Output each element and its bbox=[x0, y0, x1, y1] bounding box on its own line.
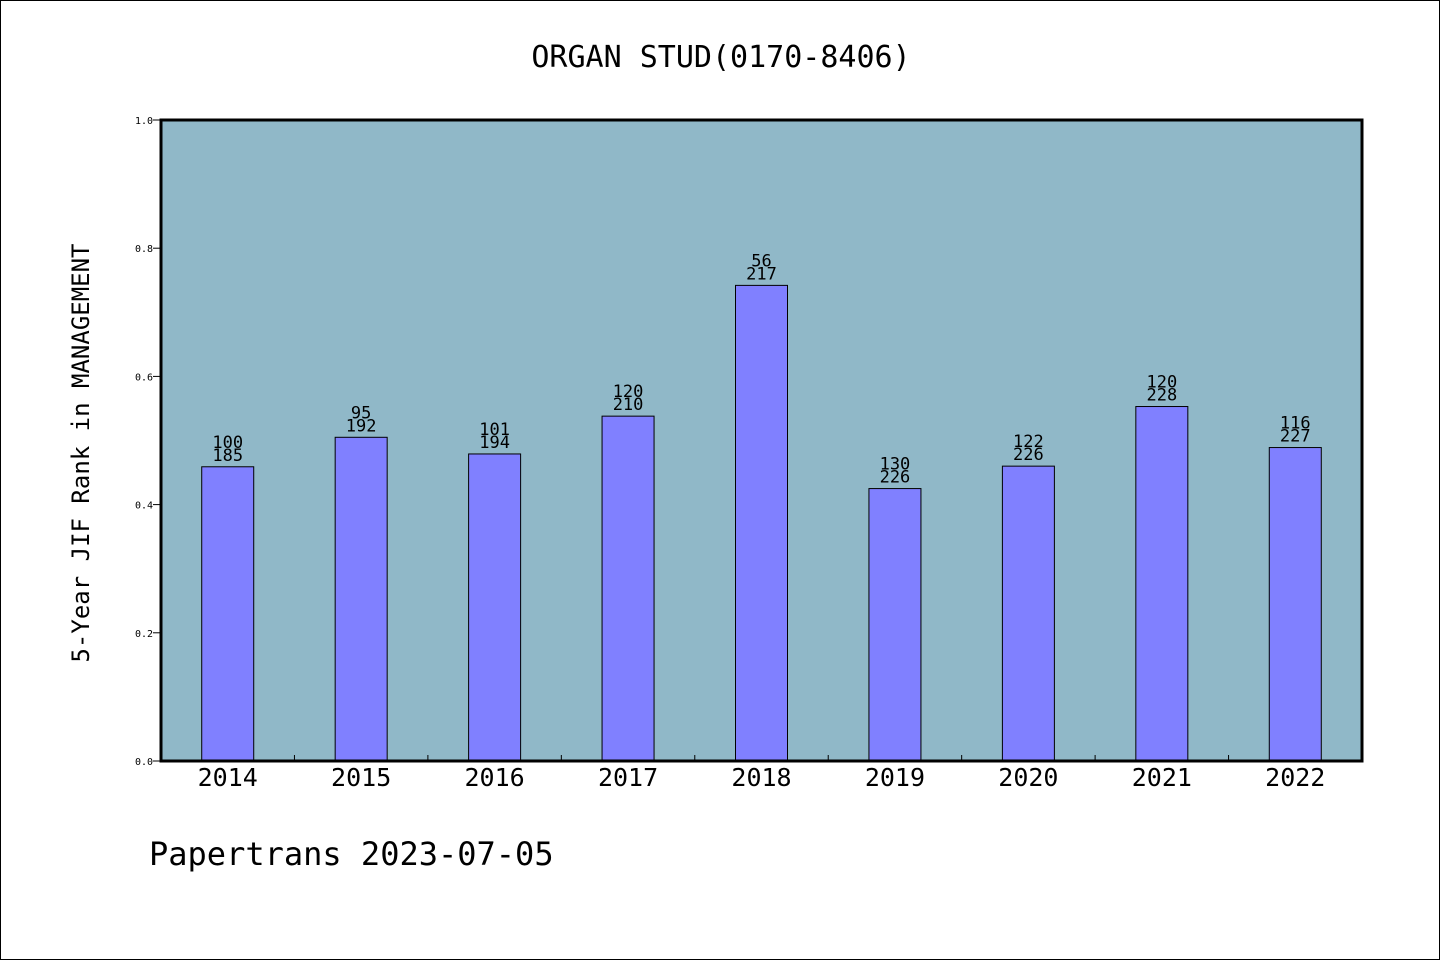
y-tick-label: 0.6 bbox=[135, 372, 153, 383]
bar-rank-label: 95 bbox=[351, 403, 371, 423]
y-tick-label: 0.4 bbox=[135, 501, 153, 512]
y-tick-label: 1.0 bbox=[135, 116, 153, 127]
y-tick-label: 0.0 bbox=[135, 757, 153, 768]
x-tick-label: 2014 bbox=[198, 763, 258, 792]
y-axis: 0.0 0.2 0.4 0.6 0.8 1.0 bbox=[135, 116, 161, 768]
x-tick-label: 2016 bbox=[465, 763, 525, 792]
y-tick-label: 0.8 bbox=[135, 244, 153, 255]
bar-total-label: 210 bbox=[613, 395, 644, 415]
x-tick-label: 2017 bbox=[598, 763, 658, 792]
bar bbox=[868, 488, 922, 762]
bar bbox=[1268, 447, 1322, 762]
bar-total-label: 227 bbox=[1280, 427, 1311, 447]
bar bbox=[201, 466, 255, 762]
bar bbox=[601, 415, 655, 762]
bars-group bbox=[201, 284, 1322, 762]
bar-rank-label: 56 bbox=[751, 251, 771, 271]
bar-total-label: 192 bbox=[346, 416, 377, 436]
bar-rank-label: 122 bbox=[1013, 432, 1044, 452]
bar-rank-label: 101 bbox=[479, 420, 510, 440]
bar-total-label: 226 bbox=[1013, 445, 1044, 465]
bar-total-label: 185 bbox=[212, 446, 243, 466]
y-axis-label: 5-Year JIF Rank in MANAGEMENT bbox=[67, 243, 95, 662]
bar bbox=[1001, 465, 1055, 762]
footer-text: Papertrans 2023-07-05 bbox=[149, 835, 554, 873]
bar-total-label: 217 bbox=[746, 264, 777, 284]
bar bbox=[334, 436, 388, 762]
x-tick-label: 2015 bbox=[331, 763, 391, 792]
x-tick-label: 2019 bbox=[865, 763, 925, 792]
x-tick-label: 2018 bbox=[731, 763, 791, 792]
bar-rank-label: 100 bbox=[212, 433, 243, 453]
bar-rank-label: 120 bbox=[1146, 373, 1177, 393]
y-tick-label: 0.2 bbox=[135, 629, 153, 640]
bar bbox=[468, 453, 522, 762]
bar-total-label: 228 bbox=[1146, 386, 1177, 406]
chart-title: ORGAN STUD(0170-8406) bbox=[531, 40, 910, 75]
bar-rank-label: 120 bbox=[613, 382, 644, 402]
bar-total-label: 194 bbox=[479, 433, 510, 453]
bar bbox=[1135, 406, 1189, 762]
bar-rank-label: 116 bbox=[1280, 414, 1311, 434]
x-tick-label: 2021 bbox=[1132, 763, 1192, 792]
x-tick-label: 2022 bbox=[1265, 763, 1325, 792]
bar bbox=[735, 284, 788, 762]
bar-total-label: 226 bbox=[880, 468, 911, 488]
x-tick-label: 2020 bbox=[998, 763, 1058, 792]
x-axis: 2014 2015 2016 2017 2018 2019 2020 2021 2022 bbox=[198, 755, 1325, 792]
plot-border bbox=[159, 118, 1364, 763]
bar-rank-label: 130 bbox=[880, 455, 911, 475]
